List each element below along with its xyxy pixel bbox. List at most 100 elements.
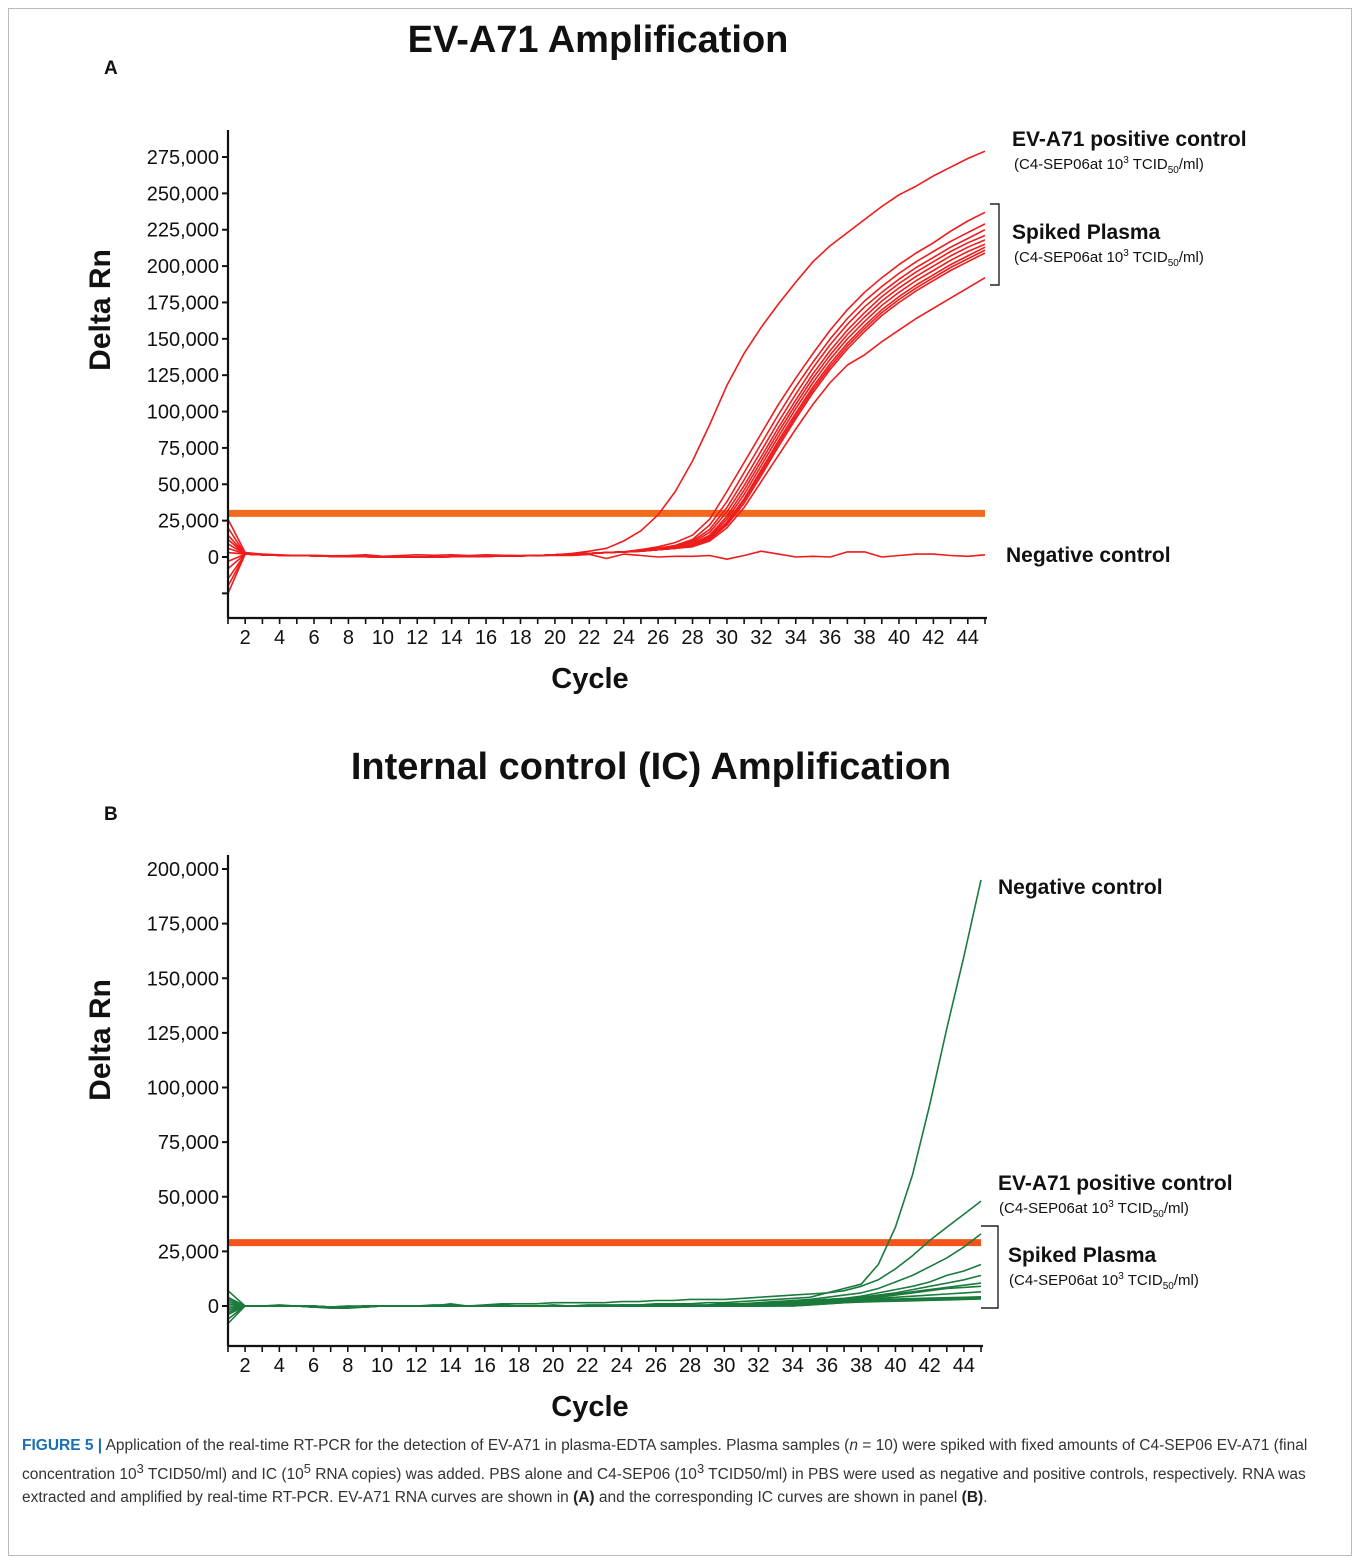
x-tick-label: 2 — [240, 1355, 251, 1377]
y-tick-label: 50,000 — [158, 1187, 219, 1209]
figure-caption: FIGURE 5 | Application of the real-time … — [22, 1434, 1332, 1509]
panel-a-spiked-sublabel: (C4-SEP06at 103 TCID50/ml) — [1014, 248, 1204, 269]
panel-b-positive-label: EV-A71 positive control — [998, 1172, 1233, 1195]
y-tick-label: 0 — [208, 1296, 219, 1318]
y-tick-label: 175,000 — [147, 292, 219, 314]
x-tick-label: 40 — [884, 1355, 906, 1377]
panel-b-axes: 0 25,000 50,000 75,000 100,000 125,000 150,000… — [147, 855, 983, 1377]
panel-b-curves — [227, 879, 982, 1325]
panel-a-title: EV-A71 Amplification — [408, 19, 789, 61]
caption-ref-b: (B) — [961, 1489, 984, 1507]
x-tick-label: 4 — [274, 1355, 285, 1377]
y-tick-label: 125,000 — [147, 365, 219, 387]
x-tick-label: 44 — [957, 627, 979, 649]
series-spiked-9 — [227, 277, 986, 587]
panel-a-positive-label: EV-A71 positive control — [1012, 128, 1247, 151]
x-tick-label: 36 — [819, 627, 841, 649]
x-tick-label: 18 — [509, 627, 531, 649]
x-tick-label: 30 — [713, 1355, 735, 1377]
x-tick-label: 34 — [782, 1355, 804, 1377]
y-tick-label: 200,000 — [147, 859, 219, 881]
x-tick-label: 26 — [647, 627, 669, 649]
figure-frame — [8, 8, 1352, 1556]
caption-lead: FIGURE 5 | — [22, 1437, 103, 1454]
x-tick-label: 8 — [343, 627, 354, 649]
y-tick-label: 0 — [208, 547, 219, 569]
panel-a: EV-A71 Amplification A 0 25,000 50,000 75,0… — [84, 19, 1247, 695]
x-tick-label: 2 — [240, 627, 251, 649]
panel-a-negative-label: Negative control — [1006, 544, 1171, 567]
caption-sup: 5 — [303, 1461, 311, 1476]
x-tick-label: 38 — [850, 1355, 872, 1377]
x-tick-label: 24 — [610, 1355, 632, 1377]
x-tick-label: 30 — [716, 627, 738, 649]
x-tick-label: 44 — [953, 1355, 975, 1377]
x-tick-label: 12 — [405, 1355, 427, 1377]
panel-a-xlabel: Cycle — [551, 663, 628, 695]
x-tick-label: 16 — [474, 1355, 496, 1377]
x-tick-label: 42 — [919, 1355, 941, 1377]
y-tick-label: 225,000 — [147, 220, 219, 242]
panel-b-spiked-label: Spiked Plasma — [1008, 1244, 1157, 1267]
caption-text: and the corresponding IC curves are show… — [594, 1489, 962, 1507]
series-spiked-11 — [227, 1296, 982, 1316]
y-tick-label: 275,000 — [147, 147, 219, 169]
x-tick-label: 22 — [578, 627, 600, 649]
x-tick-label: 10 — [371, 1355, 393, 1377]
x-tick-label: 36 — [816, 1355, 838, 1377]
x-tick-label: 10 — [372, 627, 394, 649]
x-tick-label: 14 — [441, 627, 463, 649]
panel-a-ylabel: Delta Rn — [84, 249, 117, 371]
panel-a-positive-sublabel: (C4-SEP06at 103 TCID50/ml) — [1014, 155, 1204, 176]
series-spiked-5 — [227, 239, 986, 580]
x-tick-label: 4 — [274, 627, 285, 649]
caption-ref-a: (A) — [573, 1489, 595, 1507]
x-tick-label: 18 — [508, 1355, 530, 1377]
x-tick-label: 14 — [439, 1355, 461, 1377]
x-tick-label: 20 — [542, 1355, 564, 1377]
panel-b: Internal control (IC) Amplification B 0 2… — [84, 746, 1233, 1423]
y-tick-label: 150,000 — [147, 968, 219, 990]
caption-text: . — [983, 1489, 988, 1507]
caption-text: TCID50/ml) in PBS were used as negative … — [22, 1466, 1306, 1507]
x-tick-label: 32 — [750, 627, 772, 649]
caption-text: = 10) were spiked with fixed amounts of … — [22, 1437, 1308, 1484]
x-tick-label: 26 — [645, 1355, 667, 1377]
x-tick-label: 38 — [853, 627, 875, 649]
panel-b-label: B — [104, 804, 118, 825]
y-tick-label: 100,000 — [147, 402, 219, 424]
panel-a-label: A — [104, 58, 118, 79]
x-tick-label: 24 — [613, 627, 635, 649]
x-tick-label: 16 — [475, 627, 497, 649]
figure-canvas: EV-A71 Amplification A 0 25,000 50,000 75,0… — [84, 19, 1247, 1423]
panel-a-axes: 0 25,000 50,000 75,000 100,000 125,000 150,000… — [147, 130, 987, 649]
panel-b-title: Internal control (IC) Amplification — [351, 746, 951, 788]
caption-text: Application of the real-time RT-PCR for … — [102, 1437, 850, 1454]
x-tick-label: 32 — [747, 1355, 769, 1377]
caption-sup: 3 — [696, 1461, 705, 1476]
series-ev-a71-positive-control — [227, 150, 986, 558]
panel-b-negative-label: Negative control — [998, 876, 1163, 899]
panel-b-xlabel: Cycle — [551, 1391, 628, 1423]
caption-text: RNA copies) was added. PBS alone and C4-… — [310, 1466, 697, 1484]
series-spiked-10 — [227, 249, 986, 558]
panel-a-spiked-bracket — [990, 203, 1000, 286]
x-tick-label: 6 — [308, 627, 319, 649]
series-spiked-2 — [227, 223, 986, 558]
x-tick-label: 22 — [576, 1355, 598, 1377]
x-tick-label: 40 — [888, 627, 910, 649]
x-tick-label: 20 — [544, 627, 566, 649]
y-tick-label: 75,000 — [158, 1132, 219, 1154]
y-tick-label: 125,000 — [147, 1023, 219, 1045]
y-tick-label: 25,000 — [158, 511, 219, 533]
y-tick-label: 250,000 — [147, 183, 219, 205]
panel-b-ylabel: Delta Rn — [84, 979, 117, 1101]
y-tick-label: 100,000 — [147, 1078, 219, 1100]
panel-b-spiked-sublabel: (C4-SEP06at 103 TCID50/ml) — [1009, 1271, 1199, 1292]
x-tick-label: 34 — [785, 627, 807, 649]
x-tick-label: 8 — [342, 1355, 353, 1377]
panel-b-positive-sublabel: (C4-SEP06at 103 TCID50/ml) — [999, 1199, 1189, 1220]
panel-b-spiked-bracket — [981, 1225, 999, 1309]
caption-sup: 3 — [136, 1461, 144, 1476]
panel-a-curves — [227, 150, 986, 594]
